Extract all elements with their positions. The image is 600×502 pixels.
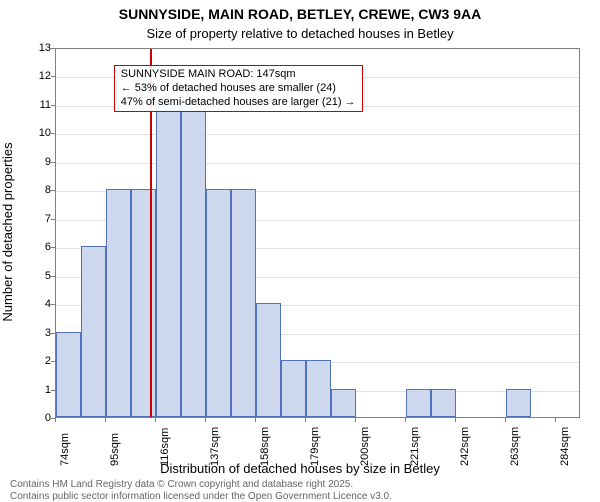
gridline bbox=[56, 134, 579, 135]
xtick-mark bbox=[105, 418, 106, 422]
ytick-label: 1 bbox=[11, 384, 51, 396]
histogram-bar bbox=[406, 389, 431, 417]
histogram-bar bbox=[256, 303, 281, 417]
xtick-mark bbox=[505, 418, 506, 422]
xtick-mark bbox=[355, 418, 356, 422]
gridline bbox=[56, 163, 579, 164]
xtick-mark bbox=[205, 418, 206, 422]
histogram-bar bbox=[306, 360, 331, 417]
xtick-mark bbox=[555, 418, 556, 422]
xtick-mark bbox=[455, 418, 456, 422]
histogram-bar bbox=[156, 104, 181, 417]
plot-area: SUNNYSIDE MAIN ROAD: 147sqm← 53% of deta… bbox=[55, 48, 580, 418]
ytick-label: 11 bbox=[11, 99, 51, 111]
ytick-label: 13 bbox=[11, 42, 51, 54]
histogram-bar bbox=[106, 189, 131, 417]
xtick-mark bbox=[405, 418, 406, 422]
histogram-bar bbox=[331, 389, 356, 417]
xtick-mark bbox=[255, 418, 256, 422]
footer-copyright: Contains HM Land Registry data © Crown c… bbox=[10, 479, 353, 490]
xtick-mark bbox=[155, 418, 156, 422]
ytick-label: 4 bbox=[11, 298, 51, 310]
x-axis-label: Distribution of detached houses by size … bbox=[0, 461, 600, 476]
xtick-mark bbox=[55, 418, 56, 422]
ytick-label: 7 bbox=[11, 213, 51, 225]
xtick-mark bbox=[305, 418, 306, 422]
annotation-line: SUNNYSIDE MAIN ROAD: 147sqm bbox=[121, 68, 356, 82]
annotation-box: SUNNYSIDE MAIN ROAD: 147sqm← 53% of deta… bbox=[114, 65, 363, 112]
histogram-bar bbox=[206, 189, 231, 417]
histogram-bar bbox=[281, 360, 306, 417]
histogram-bar bbox=[56, 332, 81, 417]
footer-licence: Contains public sector information licen… bbox=[10, 491, 392, 502]
annotation-line: ← 53% of detached houses are smaller (24… bbox=[121, 82, 356, 96]
histogram-bar bbox=[506, 389, 531, 417]
y-axis-label: Number of detached properties bbox=[0, 142, 15, 321]
ytick-label: 0 bbox=[11, 412, 51, 424]
annotation-line: 47% of semi-detached houses are larger (… bbox=[121, 96, 356, 110]
ytick-label: 5 bbox=[11, 270, 51, 282]
ytick-label: 6 bbox=[11, 241, 51, 253]
histogram-bar bbox=[231, 189, 256, 417]
ytick-label: 12 bbox=[11, 70, 51, 82]
ytick-label: 3 bbox=[11, 327, 51, 339]
chart-subtitle: Size of property relative to detached ho… bbox=[0, 26, 600, 41]
ytick-label: 10 bbox=[11, 127, 51, 139]
histogram-bar bbox=[81, 246, 106, 417]
histogram-bar bbox=[181, 104, 206, 417]
ytick-label: 8 bbox=[11, 184, 51, 196]
ytick-label: 2 bbox=[11, 355, 51, 367]
ytick-label: 9 bbox=[11, 156, 51, 168]
chart-title: SUNNYSIDE, MAIN ROAD, BETLEY, CREWE, CW3… bbox=[0, 6, 600, 22]
histogram-bar bbox=[431, 389, 456, 417]
property-size-chart: SUNNYSIDE, MAIN ROAD, BETLEY, CREWE, CW3… bbox=[0, 0, 600, 500]
